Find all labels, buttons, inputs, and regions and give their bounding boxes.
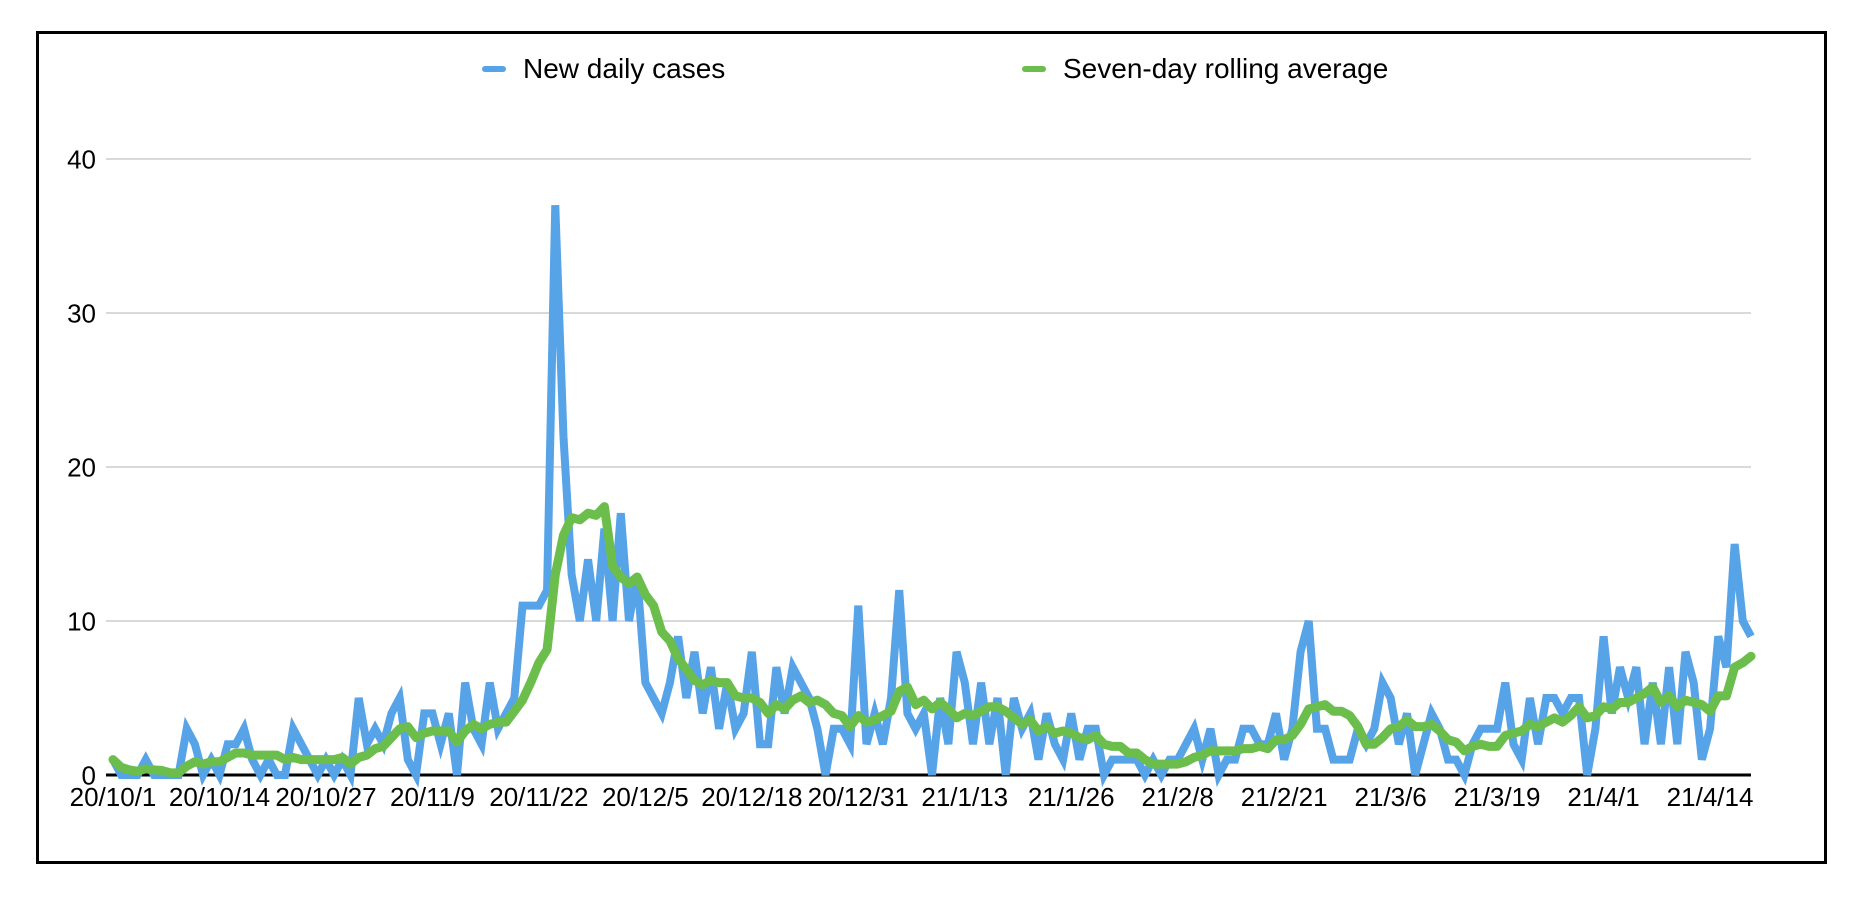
- x-tick-label: 20/11/9: [390, 782, 475, 812]
- series-new-daily-cases-line: [109, 205, 1755, 789]
- y-tick-label: 30: [67, 299, 96, 329]
- x-tick-label: 21/3/6: [1354, 782, 1426, 812]
- x-axis-tick-labels: 20/10/1 20/10/14 20/10/27 20/11/9 20/11/22 20…: [70, 782, 1754, 812]
- legend-marker-seven-day-average-icon: [1022, 66, 1046, 72]
- x-tick-label: 21/4/14: [1667, 782, 1754, 812]
- legend-item-seven-day-average: Seven-day rolling average: [1022, 50, 1388, 88]
- y-tick-label: 0: [82, 761, 96, 791]
- gridlines: [106, 158, 1751, 622]
- chart-legend: New daily cases Seven-day rolling averag…: [0, 50, 1872, 88]
- x-tick-label: 21/3/19: [1454, 782, 1541, 812]
- legend-label-new-daily-cases: New daily cases: [523, 53, 726, 84]
- x-tick-label: 20/10/1: [70, 782, 157, 812]
- x-tick-label: 21/2/21: [1241, 782, 1328, 812]
- y-tick-label: 20: [67, 453, 96, 483]
- x-tick-label: 21/2/8: [1142, 782, 1214, 812]
- series-seven-day-average-line: [108, 502, 1756, 778]
- legend-label-seven-day-average: Seven-day rolling average: [1063, 53, 1389, 84]
- x-tick-label: 20/10/27: [275, 782, 376, 812]
- y-tick-label: 40: [67, 145, 96, 175]
- legend-item-new-daily-cases: New daily cases: [482, 50, 725, 88]
- x-tick-label: 21/1/26: [1028, 782, 1115, 812]
- x-tick-label: 20/11/22: [489, 782, 588, 812]
- y-tick-label: 10: [67, 607, 96, 637]
- x-tick-label: 20/10/14: [169, 782, 270, 812]
- legend-marker-new-daily-cases-icon: [482, 66, 506, 72]
- y-axis-tick-labels: 0 10 20 30 40: [67, 145, 96, 791]
- x-tick-label: 21/4/1: [1567, 782, 1639, 812]
- x-tick-label: 20/12/5: [602, 782, 689, 812]
- x-tick-label: 20/12/31: [808, 782, 909, 812]
- x-tick-label: 21/1/13: [921, 782, 1008, 812]
- x-tick-label: 20/12/18: [701, 782, 802, 812]
